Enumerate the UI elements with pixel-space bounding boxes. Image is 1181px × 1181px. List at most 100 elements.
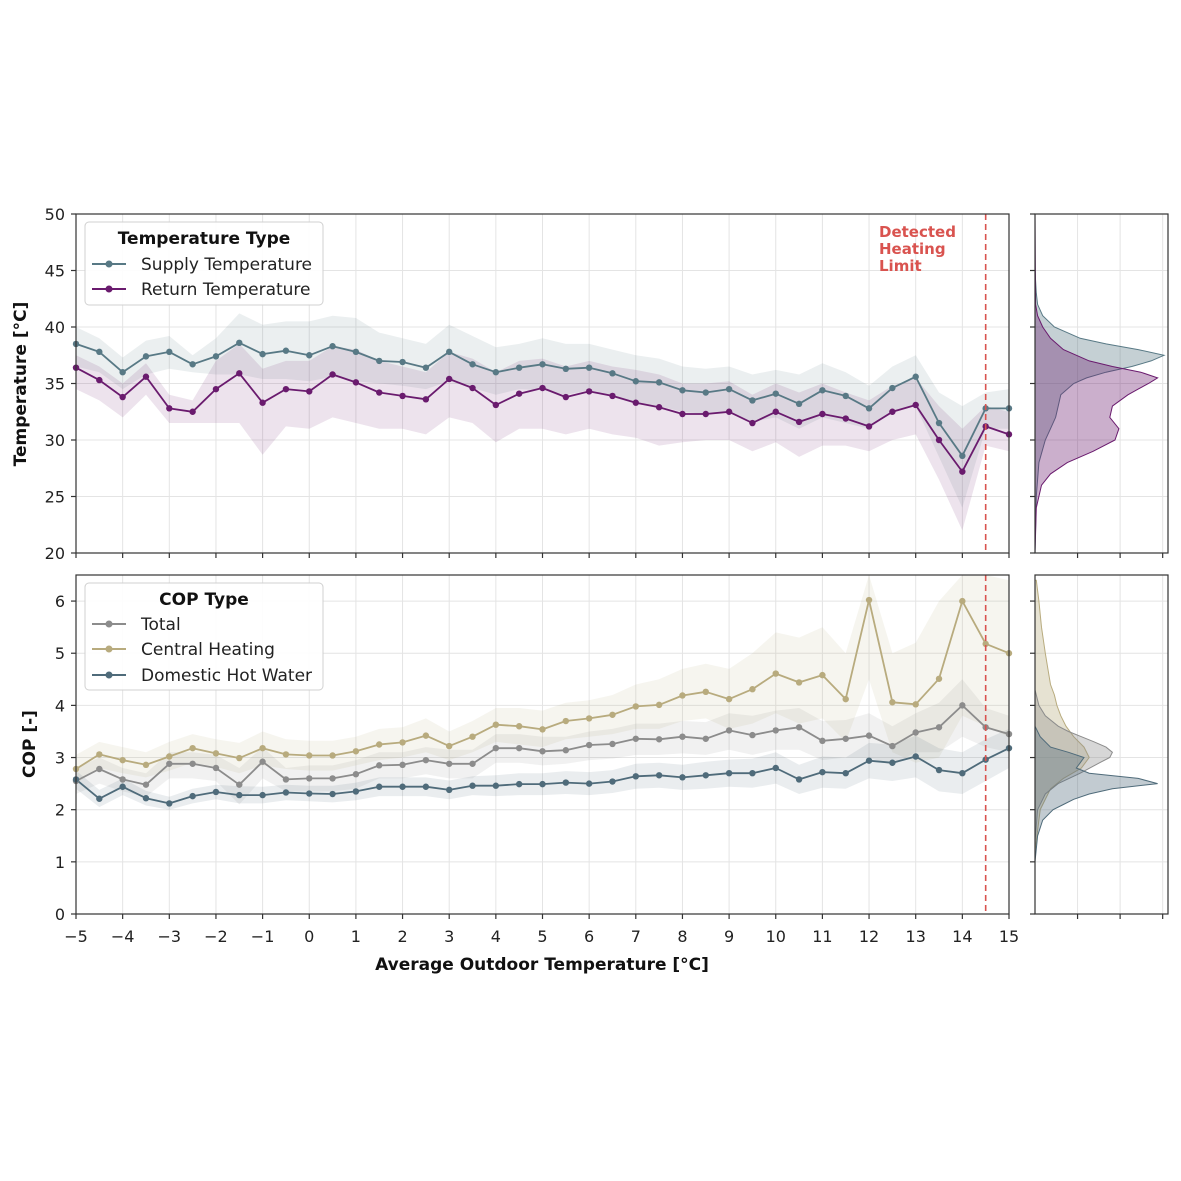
x-tick-label: 6 [584, 927, 594, 946]
cop-point-domestic-hot-water [352, 788, 360, 795]
cop-point-central-heating [655, 701, 663, 709]
cop-point-domestic-hot-water [935, 766, 943, 774]
temperature-point-supply-temperature [935, 419, 943, 427]
cop-point-central-heating [399, 739, 406, 746]
heating-limit-annotation-line3: Limit [879, 257, 922, 275]
cop-point-central-heating [236, 754, 243, 762]
cop-point-central-heating [119, 756, 126, 764]
cop-density-central-heating [1034, 579, 1090, 852]
heating-limit-annotation-line2: Heating [879, 240, 946, 258]
cop-point-central-heating [515, 723, 523, 730]
cop-point-central-heating [749, 686, 756, 693]
temperature-marginal-frame [1034, 213, 1169, 554]
cop-point-total [492, 744, 500, 752]
temperature-point-return-temperature [539, 384, 546, 392]
cop-point-central-heating [842, 695, 849, 703]
cop-point-domestic-hot-water [166, 800, 173, 807]
cop-point-domestic-hot-water [609, 778, 616, 785]
temperature-y-tick-label: 50 [45, 205, 65, 224]
cop-point-domestic-hot-water [189, 792, 196, 800]
cop-x-ticks: −5 −4 −3 −2 −1 0 1 2 3 4 5 6 7 8 9 10 11 12 13 14 15 [64, 914, 1019, 946]
temperature-point-return-temperature [96, 376, 103, 384]
cop-point-central-heating [166, 753, 173, 760]
cop-point-total [446, 760, 453, 767]
cop-point-total [119, 776, 126, 783]
temperature-point-supply-temperature [306, 352, 313, 359]
temperature-y-tick-label: 30 [45, 431, 65, 450]
cop-point-domestic-hot-water [236, 791, 243, 799]
x-tick-label: 14 [952, 927, 972, 946]
cop-point-total [795, 724, 803, 731]
temperature-point-supply-temperature [889, 384, 896, 392]
x-axis-label: Average Outdoor Temperature [°C] [375, 955, 709, 975]
temperature-point-return-temperature [912, 401, 919, 409]
cop-band-total [76, 679, 1009, 805]
cop-point-domestic-hot-water [959, 769, 966, 777]
cop-band-domestic-hot-water [76, 728, 1009, 810]
cop-point-total [515, 744, 523, 752]
cop-point-domestic-hot-water [889, 759, 896, 766]
temperature-point-supply-temperature [96, 348, 103, 356]
cop-y-ticks: 0 1 2 3 4 5 6 [55, 592, 76, 924]
temperature-marginal-densities [1034, 213, 1166, 554]
cop-point-central-heating [422, 732, 430, 739]
temperature-point-return-temperature [609, 392, 616, 400]
cop-point-central-heating [446, 742, 453, 750]
temperature-point-supply-temperature [422, 364, 430, 371]
temperature-density-supply-temperature [1034, 214, 1166, 554]
cop-point-domestic-hot-water [492, 782, 500, 789]
temperature-point-return-temperature [749, 419, 756, 427]
cop-point-total [96, 765, 103, 773]
temperature-point-return-temperature [842, 415, 849, 422]
x-tick-label: −3 [158, 927, 182, 946]
temperature-point-supply-temperature [912, 373, 919, 380]
cop-point-central-heating [539, 726, 546, 733]
temperature-point-return-temperature [725, 408, 733, 415]
cop-point-central-heating [376, 741, 383, 748]
cop-point-total [189, 760, 196, 767]
cop-point-central-heating [212, 750, 220, 757]
temperature-y-tick-label: 45 [45, 262, 65, 281]
temperature-point-return-temperature [422, 396, 430, 403]
cop-point-central-heating [935, 675, 943, 682]
cop-point-central-heating [189, 744, 196, 752]
cop-point-central-heating [795, 679, 803, 686]
temperature-point-supply-temperature [282, 347, 290, 354]
temperature-point-return-temperature [865, 423, 873, 430]
cop-density-total [1034, 689, 1114, 842]
temperature-point-return-temperature [236, 370, 243, 377]
x-tick-label: 9 [724, 927, 734, 946]
cop-point-total [212, 764, 220, 772]
cop-point-total [422, 756, 430, 764]
cop-point-domestic-hot-water [702, 772, 709, 779]
temperature-point-return-temperature [632, 399, 639, 406]
temperature-points [72, 339, 1013, 475]
cop-point-total [306, 775, 313, 782]
x-tick-label: 13 [906, 927, 926, 946]
x-tick-label: 15 [999, 927, 1019, 946]
cop-point-total [725, 727, 733, 734]
cop-y-axis-label: COP [-] [20, 710, 40, 778]
cop-point-total [632, 735, 639, 742]
cop-point-total [749, 731, 756, 739]
cop-point-domestic-hot-water [446, 786, 453, 794]
x-tick-label: 5 [537, 927, 547, 946]
cop-point-total [282, 776, 290, 783]
temperature-point-return-temperature [585, 388, 593, 395]
temperature-panel: 20 25 30 35 40 45 50 Temperature [°C] Detected… [11, 205, 1013, 563]
temperature-point-supply-temperature [329, 343, 336, 350]
temperature-point-supply-temperature [562, 365, 570, 373]
temperature-point-supply-temperature [399, 358, 406, 366]
cop-point-total [679, 733, 686, 740]
temperature-point-supply-temperature [142, 353, 150, 360]
cop-point-central-heating [609, 711, 616, 718]
temperature-point-supply-temperature [469, 361, 476, 368]
cop-point-domestic-hot-water [376, 783, 383, 790]
temperature-point-supply-temperature [842, 392, 849, 400]
temperature-point-return-temperature [515, 390, 523, 397]
cop-point-total [142, 781, 150, 788]
cop-point-domestic-hot-water [865, 757, 873, 764]
temperature-legend-box [84, 221, 324, 306]
x-tick-label: 3 [444, 927, 454, 946]
temperature-point-return-temperature [772, 408, 779, 415]
